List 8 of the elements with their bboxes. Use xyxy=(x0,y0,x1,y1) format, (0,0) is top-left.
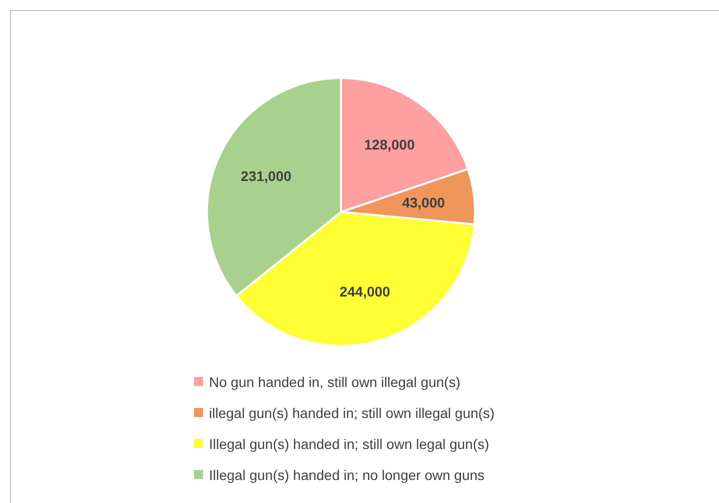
legend-label: Illegal gun(s) handed in; still own legal gun(s) xyxy=(209,436,490,452)
legend-label: No gun handed in, still own illegal gun(s) xyxy=(209,374,460,390)
data-label: 231,000 xyxy=(240,168,292,184)
data-label: 128,000 xyxy=(364,136,415,153)
legend-label: illegal gun(s) handed in; still own illegal gun(s) xyxy=(209,404,495,420)
data-label: 244,000 xyxy=(340,284,390,300)
data-label: 43,000 xyxy=(402,194,446,210)
legend-label: Illegal gun(s) handed in; no longer own guns xyxy=(209,466,485,482)
